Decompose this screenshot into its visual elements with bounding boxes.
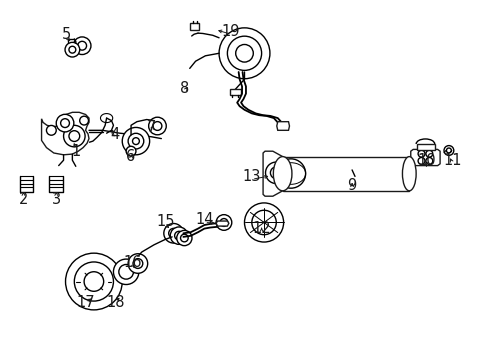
Circle shape (446, 148, 450, 153)
Polygon shape (276, 122, 289, 130)
Circle shape (235, 45, 253, 62)
Text: 9: 9 (347, 178, 356, 193)
Text: 19: 19 (221, 24, 240, 39)
Circle shape (170, 227, 187, 244)
Polygon shape (263, 151, 282, 196)
Text: 15: 15 (156, 214, 174, 229)
Text: 8: 8 (180, 81, 189, 96)
Ellipse shape (273, 157, 291, 191)
Circle shape (227, 36, 261, 71)
Circle shape (148, 117, 166, 135)
Circle shape (122, 127, 149, 155)
Text: 16: 16 (123, 255, 142, 270)
Circle shape (163, 224, 183, 243)
Circle shape (132, 138, 139, 145)
Text: 14: 14 (195, 212, 213, 227)
Text: 1: 1 (71, 144, 80, 159)
Text: 5: 5 (61, 27, 70, 42)
Circle shape (56, 114, 74, 132)
Text: 4: 4 (110, 127, 119, 143)
Polygon shape (41, 112, 89, 155)
Polygon shape (216, 221, 228, 226)
Circle shape (244, 203, 283, 242)
Circle shape (74, 262, 113, 301)
Circle shape (65, 42, 80, 57)
Circle shape (69, 46, 76, 53)
Bar (282, 157, 408, 191)
Ellipse shape (402, 157, 415, 191)
Circle shape (443, 145, 453, 156)
Circle shape (180, 234, 188, 242)
Text: 12: 12 (252, 221, 270, 236)
Polygon shape (189, 23, 199, 30)
Circle shape (425, 157, 432, 165)
Circle shape (168, 228, 178, 238)
Text: 6: 6 (126, 149, 135, 164)
Circle shape (126, 146, 136, 156)
Circle shape (216, 215, 231, 230)
Circle shape (65, 253, 122, 310)
Circle shape (417, 150, 424, 157)
Circle shape (63, 125, 85, 147)
Circle shape (78, 41, 86, 50)
Polygon shape (410, 149, 439, 166)
Circle shape (251, 210, 276, 235)
Circle shape (46, 125, 56, 135)
Circle shape (417, 157, 424, 165)
Text: 7: 7 (146, 120, 156, 135)
Circle shape (174, 231, 183, 240)
Text: 11: 11 (442, 153, 461, 168)
Polygon shape (229, 89, 240, 95)
Bar (416, 144, 434, 150)
Circle shape (69, 131, 80, 141)
Circle shape (84, 272, 103, 291)
Circle shape (219, 28, 269, 79)
Circle shape (128, 133, 143, 149)
Circle shape (425, 150, 432, 157)
Text: 10: 10 (416, 153, 435, 168)
Text: 2: 2 (19, 192, 28, 207)
Circle shape (119, 265, 133, 279)
Circle shape (73, 37, 91, 54)
Circle shape (270, 167, 282, 179)
Circle shape (276, 159, 305, 188)
Circle shape (80, 116, 88, 125)
Circle shape (220, 219, 227, 226)
Circle shape (113, 259, 139, 284)
Circle shape (265, 162, 286, 184)
Circle shape (153, 122, 162, 130)
Circle shape (133, 258, 142, 269)
Text: 13: 13 (242, 169, 261, 184)
Text: 3: 3 (52, 192, 61, 207)
Text: 18: 18 (106, 295, 125, 310)
Text: 17: 17 (76, 295, 95, 310)
Circle shape (61, 119, 69, 127)
Circle shape (176, 230, 192, 246)
Circle shape (128, 254, 147, 273)
